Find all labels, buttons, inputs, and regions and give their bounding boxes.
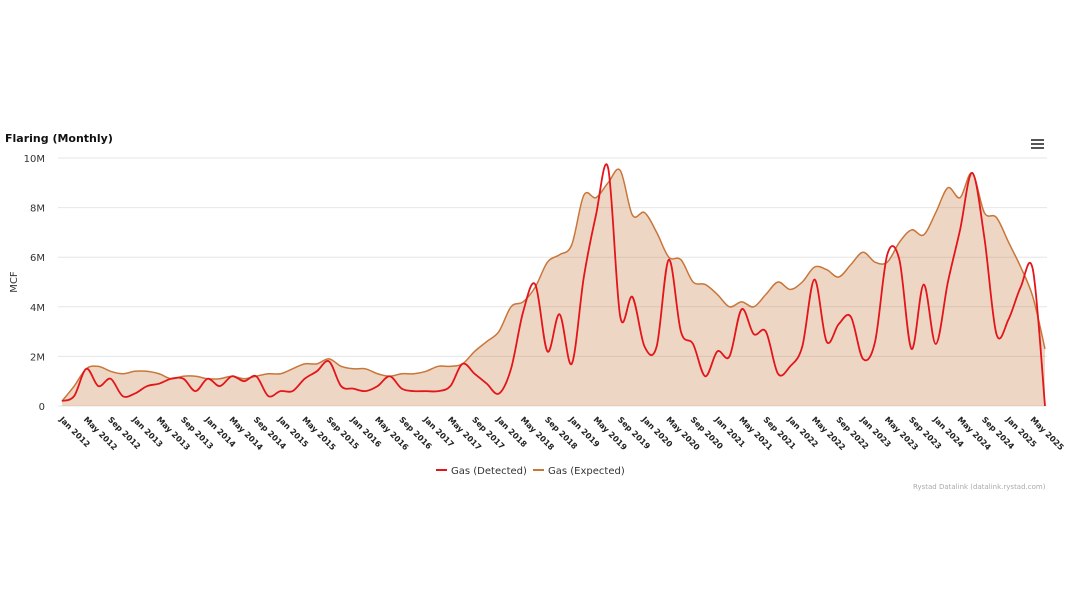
- line: [61, 163, 1046, 407]
- credit: Rystad Datalink (datalink.rystad.com): [913, 483, 1046, 491]
- menu-button[interactable]: [1031, 139, 1044, 149]
- legend-label: Gas (Expected): [548, 466, 625, 477]
- y-tick-label: 10M: [24, 154, 45, 165]
- menu-bar: [1031, 143, 1044, 145]
- y-tick-label: 0: [39, 402, 45, 413]
- line: [61, 168, 1046, 402]
- legend-item[interactable]: Gas (Expected): [533, 466, 625, 477]
- legend-label: Gas (Detected): [451, 466, 527, 477]
- legend-item[interactable]: Gas (Detected): [436, 466, 527, 477]
- y-tick-label: 4M: [30, 303, 45, 314]
- chart-title: Flaring (Monthly): [5, 132, 113, 145]
- y-tick-label: 2M: [30, 352, 45, 363]
- menu-bar: [1031, 139, 1044, 141]
- menu-bar: [1031, 147, 1044, 149]
- y-tick-label: 6M: [30, 253, 45, 264]
- area: [62, 169, 1045, 406]
- y-tick-label: 8M: [30, 204, 45, 215]
- y-axis-title: MCF: [9, 271, 20, 293]
